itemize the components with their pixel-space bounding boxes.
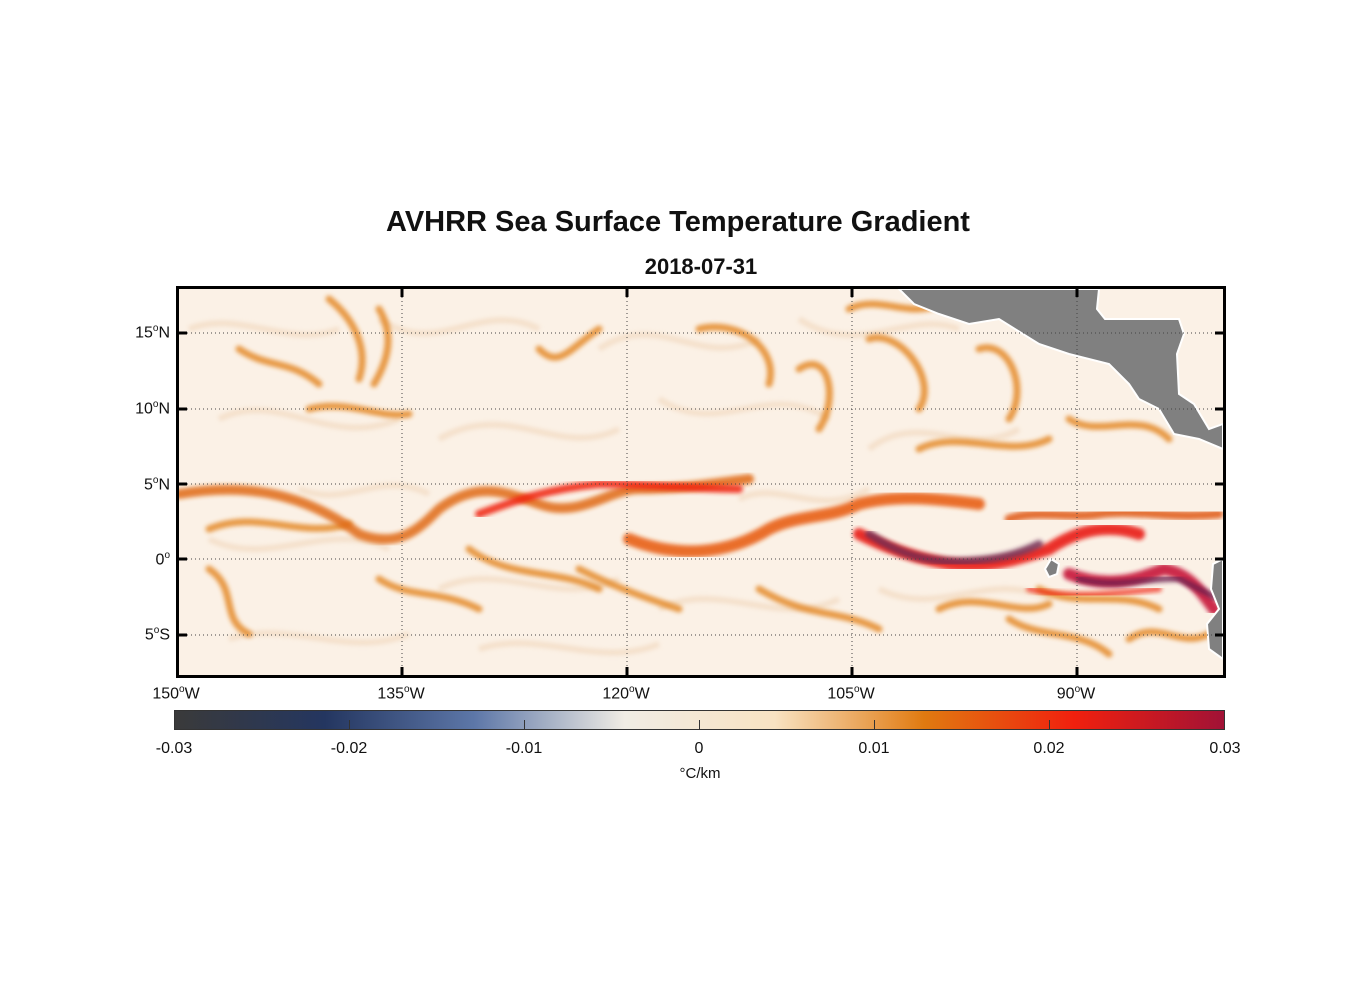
colorbar-label: 0: [694, 740, 704, 757]
lat-label-15n: 15oN: [135, 323, 170, 342]
lon-label-105w: 105oW: [827, 684, 875, 703]
graticule: [179, 289, 1223, 675]
colorbar-unit: °C/km: [679, 765, 721, 782]
lon-label-135w: 135oW: [377, 684, 425, 703]
equatorial-front: [179, 474, 1223, 615]
chart-subtitle: 2018-07-31: [644, 254, 758, 279]
colorbar-tick: [1049, 720, 1050, 730]
lat-label-5n: 5oN: [143, 475, 170, 494]
sst-gradient-map: [176, 286, 1226, 678]
galapagos-land: [1043, 557, 1061, 579]
colorbar-tick: [349, 720, 350, 730]
colorbar-label: 0.02: [1033, 740, 1065, 757]
lat-label-5s: 5oS: [144, 625, 170, 644]
lon-label-150w: 150oW: [152, 684, 200, 703]
colorbar-tick: [524, 720, 525, 730]
lat-label-0: 0o: [155, 550, 170, 569]
colorbar-tick: [699, 720, 700, 730]
central-america-land: [897, 289, 1223, 451]
colorbar-tick: [874, 720, 875, 730]
colorbar-label: -0.02: [330, 740, 368, 757]
colorbar-label: -0.01: [505, 740, 543, 757]
chart-title: AVHRR Sea Surface Temperature Gradient: [386, 206, 970, 238]
gradient-filaments-orange: [205, 295, 1213, 658]
lat-label-10n: 10oN: [135, 399, 170, 418]
colorbar-label: 0.01: [858, 740, 890, 757]
colorbar-label: 0.03: [1209, 740, 1241, 757]
lon-label-120w: 120oW: [602, 684, 650, 703]
lon-label-90w: 90oW: [1056, 684, 1096, 703]
frame-ticks: [179, 289, 1223, 675]
colorbar-label: -0.03: [155, 740, 193, 757]
map-canvas: [179, 289, 1223, 675]
